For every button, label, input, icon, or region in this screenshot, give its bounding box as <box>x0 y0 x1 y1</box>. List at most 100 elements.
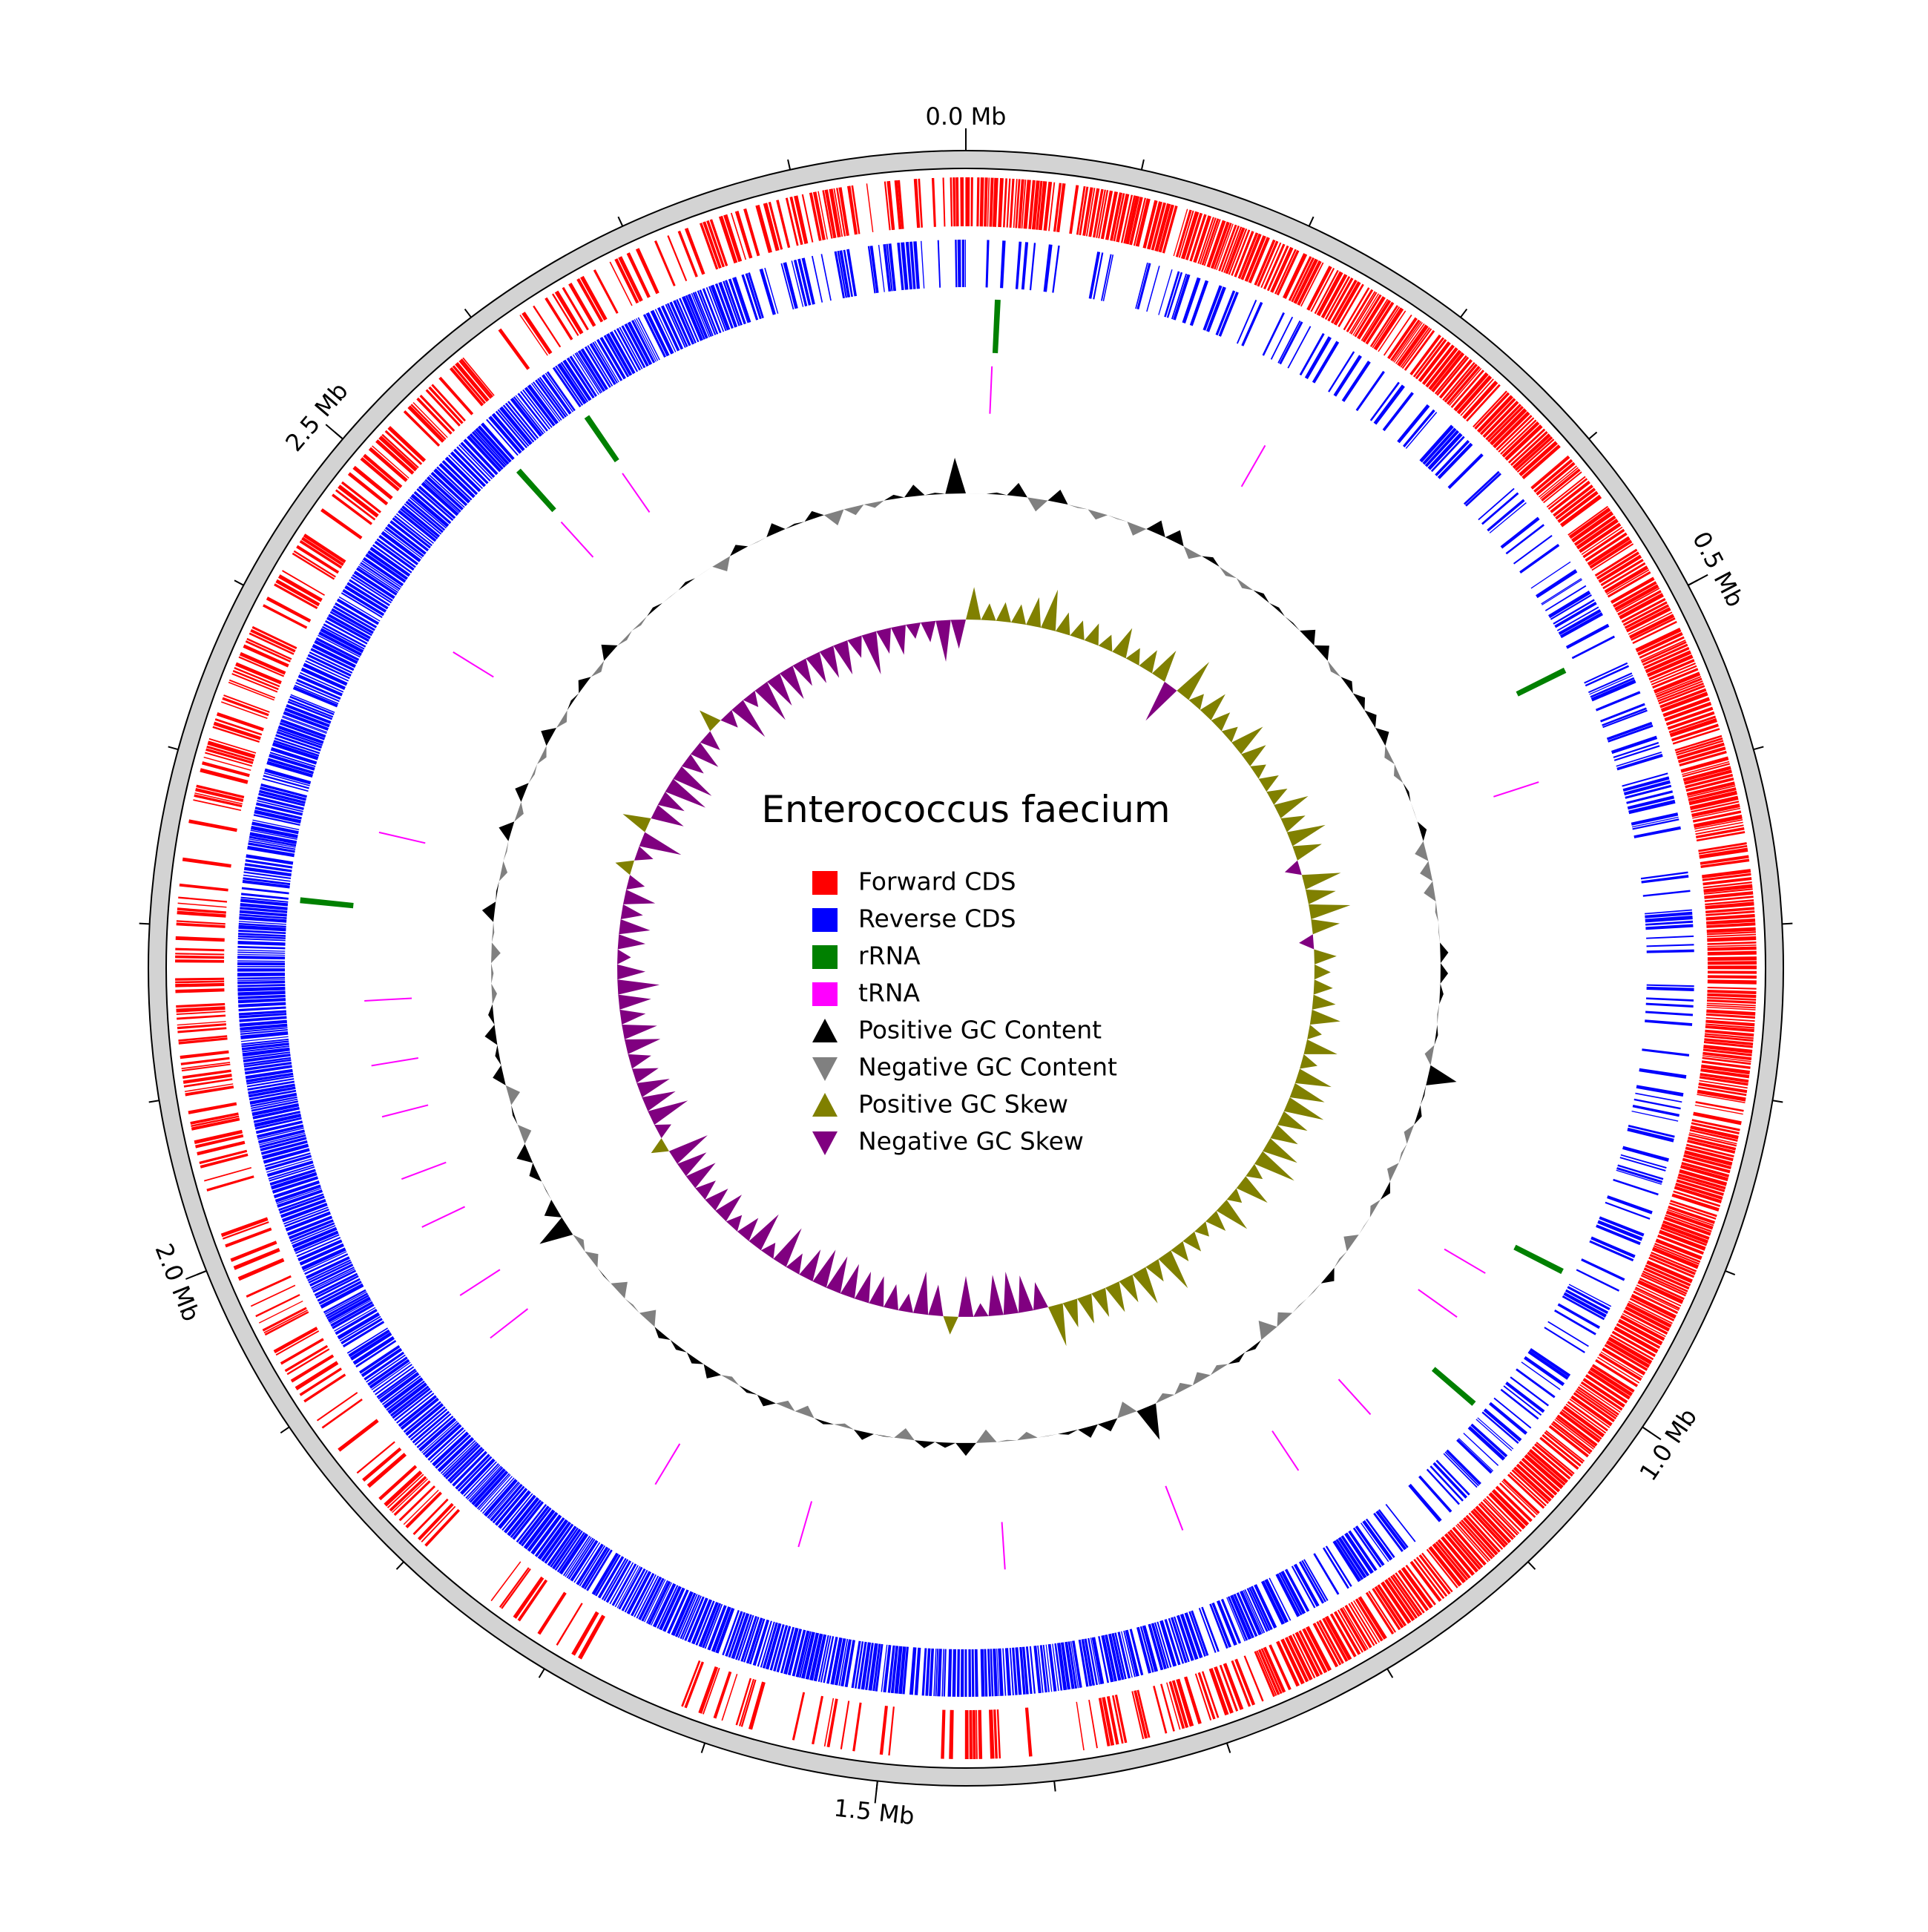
forward-cds-feature <box>1176 1678 1194 1727</box>
reverse-cds-feature <box>573 1542 601 1583</box>
forward-cds-feature <box>1702 877 1752 886</box>
forward-cds-feature <box>332 493 372 525</box>
gc-content-negative <box>1435 901 1438 922</box>
gc-content-negative <box>1219 566 1237 579</box>
reverse-cds-feature <box>1536 569 1578 599</box>
reverse-cds-feature <box>238 930 286 935</box>
gc-skew-positive <box>1266 789 1288 805</box>
forward-cds-feature <box>356 1441 395 1474</box>
reverse-cds-feature <box>1565 623 1610 649</box>
reverse-cds-feature <box>324 1291 367 1315</box>
reverse-cds-feature <box>1585 665 1630 687</box>
gc-skew-positive <box>1062 1298 1079 1328</box>
reverse-cds-feature <box>583 1548 611 1590</box>
reverse-cds-feature <box>465 1463 499 1499</box>
forward-cds-feature <box>1450 369 1484 408</box>
reverse-cds-feature <box>791 260 804 307</box>
reverse-cds-feature <box>562 359 592 401</box>
reverse-cds-feature <box>1098 1636 1110 1683</box>
reverse-cds-feature <box>1171 273 1188 320</box>
reverse-cds-feature <box>244 1062 292 1071</box>
forward-cds-feature <box>1677 742 1725 760</box>
forward-cds-feature <box>1263 243 1286 290</box>
forward-cds-feature <box>184 1083 234 1092</box>
forward-cds-feature <box>384 1470 423 1507</box>
forward-cds-feature <box>888 1706 895 1756</box>
forward-cds-feature <box>1153 1686 1168 1734</box>
reverse-cds-feature <box>618 1566 643 1610</box>
minor-tick <box>787 159 792 170</box>
reverse-cds-feature <box>1369 381 1400 421</box>
gc-skew-negative <box>767 673 792 706</box>
reverse-cds-feature <box>1635 1092 1682 1103</box>
reverse-cds-feature <box>1606 721 1653 740</box>
gc-skew-negative <box>806 651 827 683</box>
reverse-cds-feature <box>251 1098 298 1109</box>
reverse-cds-feature <box>243 867 292 877</box>
trna-feature <box>989 366 993 414</box>
gc-content-negative <box>1258 1320 1277 1340</box>
reverse-cds-feature <box>1505 524 1545 555</box>
reverse-cds-feature <box>266 1160 314 1177</box>
gc-skew-negative <box>642 1091 676 1111</box>
forward-cds-feature <box>228 681 274 701</box>
forward-cds-feature <box>1079 186 1089 236</box>
outer-scale-ring-layer <box>148 150 1784 1787</box>
reverse-cds-feature <box>1602 709 1648 729</box>
reverse-cds-feature <box>757 1620 772 1667</box>
reverse-cds-feature <box>245 859 293 869</box>
reverse-cds-feature <box>1043 244 1053 292</box>
gc-skew-positive <box>1280 815 1306 832</box>
reverse-cds-feature <box>921 1648 927 1696</box>
reverse-cds-feature <box>715 1607 735 1654</box>
reverse-cds-feature <box>242 1045 290 1053</box>
forward-cds-feature <box>1567 505 1608 536</box>
reverse-cds-feature <box>392 1387 431 1419</box>
reverse-cds-feature <box>869 246 879 294</box>
reverse-cds-feature <box>591 1552 619 1595</box>
reverse-cds-feature <box>711 1606 731 1652</box>
forward-cds-feature <box>894 180 902 230</box>
forward-cds-feature <box>449 367 484 407</box>
forward-cds-track <box>175 177 1757 1759</box>
reverse-cds-feature <box>1233 1593 1254 1639</box>
forward-cds-feature <box>1373 307 1404 351</box>
reverse-cds-feature <box>800 1632 815 1679</box>
reverse-cds-feature <box>1622 1146 1669 1162</box>
forward-cds-feature <box>718 215 738 264</box>
forward-cds-feature <box>1413 1558 1445 1600</box>
reverse-cds-feature <box>326 617 369 643</box>
gc-skew-negative <box>622 1025 657 1040</box>
gc-skew-positive <box>1084 623 1099 646</box>
reverse-cds-feature <box>237 979 286 982</box>
reverse-cds-feature <box>480 1476 513 1512</box>
forward-cds-feature <box>1383 314 1412 356</box>
reverse-cds-feature <box>340 592 383 618</box>
reverse-cds-feature <box>253 1111 300 1123</box>
forward-cds-feature <box>1707 946 1757 951</box>
reverse-cds-feature <box>609 1562 634 1605</box>
gc-content-negative <box>1438 921 1441 943</box>
gc-skew-negative <box>665 778 706 808</box>
forward-cds-feature <box>1470 1510 1507 1548</box>
forward-cds-feature <box>1703 1041 1753 1048</box>
reverse-cds-feature <box>237 951 286 954</box>
reverse-cds-feature <box>823 1636 835 1683</box>
forward-cds-feature <box>182 857 231 868</box>
reverse-cds-feature <box>467 435 501 473</box>
reverse-cds-feature <box>260 1140 308 1155</box>
gc-skew-negative <box>617 964 646 980</box>
forward-cds-feature <box>1682 763 1731 778</box>
trna-feature <box>401 1161 447 1180</box>
reverse-cds-feature <box>1541 578 1582 605</box>
forward-cds-feature <box>1625 607 1671 633</box>
minor-tick <box>234 579 244 586</box>
forward-cds-feature <box>290 1354 335 1383</box>
forward-cds-feature <box>1473 1508 1508 1546</box>
forward-cds-feature <box>1449 1529 1484 1568</box>
forward-cds-feature <box>1151 202 1166 251</box>
reverse-cds-feature <box>283 1206 329 1225</box>
reverse-cds-feature <box>1467 1425 1506 1461</box>
trna-feature <box>1418 1289 1458 1318</box>
forward-cds-feature <box>1201 1671 1220 1718</box>
